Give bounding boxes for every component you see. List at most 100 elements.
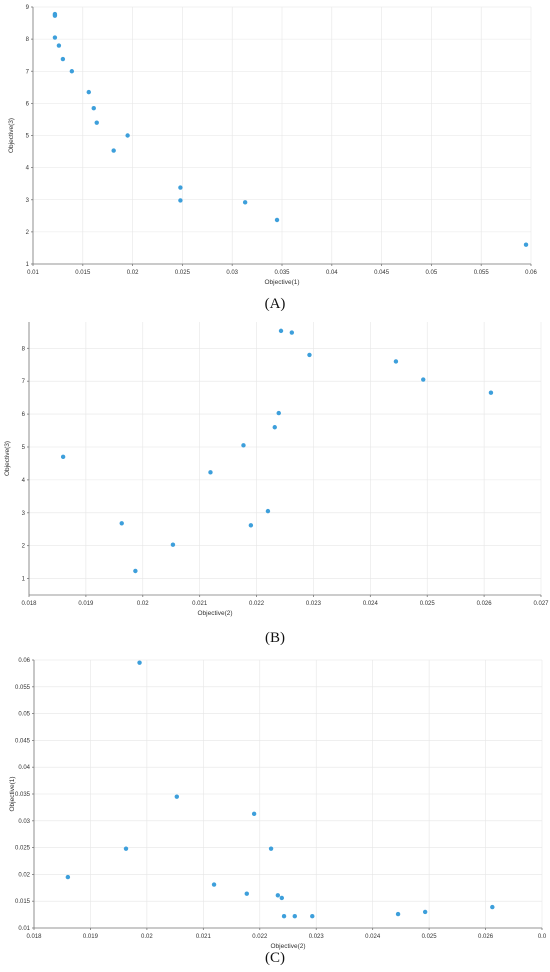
x-tick-label: 0.015 <box>75 270 91 276</box>
data-point <box>178 185 183 190</box>
x-tick-label: 0.026 <box>477 601 493 607</box>
data-point <box>170 542 176 547</box>
y-axis-title: Objective(3) <box>4 441 11 476</box>
data-point <box>275 893 281 898</box>
data-point <box>242 200 248 205</box>
y-tick-label: 2 <box>22 544 26 550</box>
data-point <box>137 660 142 665</box>
data-point <box>241 443 246 448</box>
data-point <box>60 454 66 460</box>
data-point <box>523 242 529 247</box>
y-tick-label: 0.04 <box>18 765 30 771</box>
data-point <box>52 35 58 40</box>
panel-caption: (A) <box>265 296 286 312</box>
y-tick-label: 8 <box>26 37 30 43</box>
y-axis-title: Objective(3) <box>8 118 15 153</box>
y-tick-label: 0.055 <box>15 685 31 691</box>
y-tick-label: 0.035 <box>15 792 31 798</box>
x-tick-label: 0.021 <box>192 601 208 607</box>
data-point <box>251 811 257 817</box>
x-tick-label: 0.055 <box>474 270 490 276</box>
x-tick-label: 0.045 <box>374 270 390 276</box>
x-tick-label: 0.019 <box>83 934 99 940</box>
data-point <box>310 914 315 919</box>
x-tick-label: 0.02 <box>137 601 149 607</box>
data-point <box>265 508 271 514</box>
data-point <box>279 895 284 901</box>
data-point <box>178 198 183 203</box>
x-tick-label: 0.0 <box>538 934 547 940</box>
y-tick-label: 3 <box>22 511 26 517</box>
data-point <box>278 328 284 334</box>
y-tick-label: 3 <box>26 198 30 204</box>
x-tick-label: 0.035 <box>274 270 290 276</box>
y-tick-label: 0.045 <box>15 738 31 744</box>
y-tick-label: 0.015 <box>15 899 31 905</box>
chart-panel-1: 0.01 0.015 0.02 0.025 0.03 0.035 0.04 0.045 0.05… <box>8 5 537 312</box>
chart-panel-3: 0.018 0.019 0.02 0.021 0.022 0.023 0.024 0.025 0… <box>9 658 547 966</box>
x-axis-title: Objective(2) <box>270 943 305 950</box>
x-tick-label: 0.018 <box>21 601 37 607</box>
y-tick-label: 7 <box>26 69 30 75</box>
x-tick-label: 0.019 <box>78 601 94 607</box>
y-tick-label: 8 <box>22 346 26 352</box>
y-tick-label: 7 <box>22 379 26 385</box>
y-tick-label: 5 <box>22 445 26 451</box>
data-point <box>91 105 96 111</box>
x-tick-label: 0.05 <box>426 270 438 276</box>
data-point <box>94 120 99 125</box>
data-point <box>488 390 494 395</box>
x-axis-title: Objective(1) <box>264 279 299 286</box>
y-tick-label: 0.03 <box>18 819 30 825</box>
panel-caption: (B) <box>265 630 285 646</box>
data-point <box>211 882 217 887</box>
y-tick-label: 0.06 <box>18 658 30 664</box>
y-tick-label: 2 <box>26 230 30 236</box>
data-point <box>490 904 495 910</box>
y-tick-label: 1 <box>26 262 30 268</box>
data-point <box>125 133 130 138</box>
data-point <box>133 568 138 574</box>
x-tick-label: 0.027 <box>533 601 549 607</box>
x-tick-label: 0.026 <box>478 934 494 940</box>
y-tick-label: 4 <box>26 166 30 172</box>
data-point <box>65 874 71 880</box>
y-tick-label: 1 <box>22 577 26 583</box>
x-tick-label: 0.02 <box>127 270 139 276</box>
chart-panel-2: 0.018 0.019 0.02 0.021 0.022 0.023 0.024 0.025 0… <box>4 322 549 646</box>
data-point <box>248 523 254 528</box>
data-point <box>56 43 62 48</box>
y-tick-label: 6 <box>22 412 26 418</box>
x-tick-label: 0.023 <box>309 934 325 940</box>
x-tick-label: 0.03 <box>226 270 238 276</box>
data-point <box>174 794 180 799</box>
panel-caption: (C) <box>265 950 285 966</box>
data-point <box>60 56 66 62</box>
x-tick-label: 0.022 <box>249 601 265 607</box>
data-point <box>86 89 91 95</box>
x-tick-label: 0.023 <box>306 601 322 607</box>
y-tick-label: 0.025 <box>15 846 31 852</box>
x-tick-label: 0.024 <box>363 601 379 607</box>
y-tick-label: 0.01 <box>18 926 30 932</box>
y-axis-title: Objective(1) <box>9 776 16 811</box>
x-tick-label: 0.025 <box>422 934 438 940</box>
y-tick-label: 9 <box>26 5 30 11</box>
x-tick-label: 0.04 <box>326 270 338 276</box>
data-point <box>421 377 426 382</box>
y-tick-label: 4 <box>22 478 26 484</box>
x-tick-label: 0.025 <box>175 270 191 276</box>
data-point <box>268 846 274 851</box>
data-point <box>422 909 428 915</box>
data-point <box>289 330 295 335</box>
x-tick-label: 0.018 <box>26 934 42 940</box>
data-point <box>272 425 277 430</box>
x-tick-label: 0.021 <box>196 934 212 940</box>
data-point <box>111 148 116 153</box>
data-point <box>52 13 58 18</box>
x-tick-label: 0.06 <box>525 270 537 276</box>
data-point <box>395 911 401 917</box>
data-point <box>119 521 124 526</box>
data-point <box>208 470 213 475</box>
